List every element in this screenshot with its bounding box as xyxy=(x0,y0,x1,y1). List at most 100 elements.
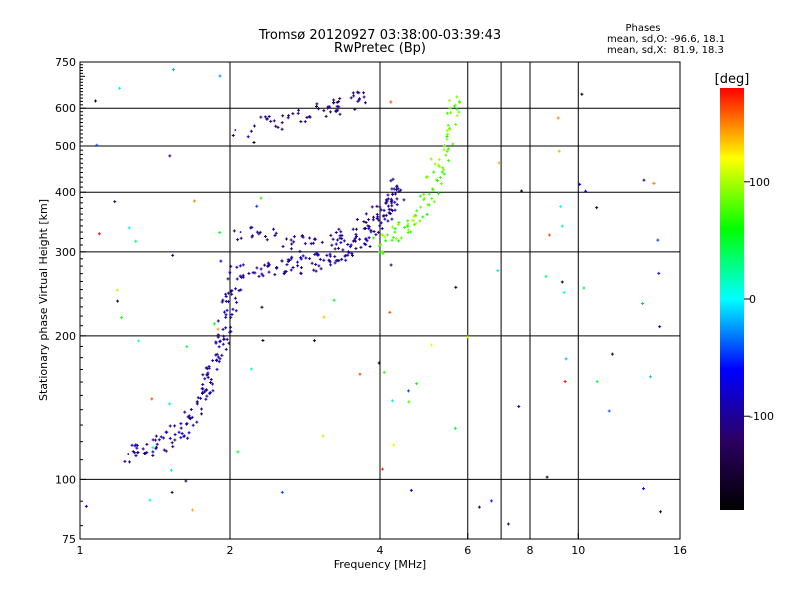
noise-point xyxy=(659,510,663,514)
noise-point xyxy=(216,327,220,331)
colorbar-label: [deg] xyxy=(715,72,750,87)
y-tick-label: 200 xyxy=(55,330,76,343)
series-4-point xyxy=(418,219,422,223)
noise-point xyxy=(607,409,611,413)
series-3-point xyxy=(338,97,342,101)
series-2-point xyxy=(364,212,368,216)
noise-point xyxy=(113,200,117,204)
series-1-point xyxy=(397,190,401,194)
series-1-point xyxy=(299,266,303,270)
series-1-point xyxy=(296,264,300,268)
x-tick-label: 2 xyxy=(227,544,234,557)
noise-point xyxy=(388,310,392,314)
series-3-point xyxy=(231,133,235,137)
series-4-point xyxy=(446,147,450,151)
series-3-point xyxy=(316,107,320,111)
series-2-point xyxy=(257,232,261,236)
series-2-point xyxy=(289,238,293,242)
series-4-point xyxy=(445,129,449,133)
noise-point xyxy=(312,339,316,343)
noise-point xyxy=(560,280,564,284)
series-3-point xyxy=(307,115,311,119)
series-0-point xyxy=(224,326,228,330)
series-0-point xyxy=(136,451,140,455)
series-1-point xyxy=(337,246,341,250)
series-1-point xyxy=(313,252,317,256)
series-2-point xyxy=(265,238,269,242)
series-4-point xyxy=(446,123,450,127)
series-1-point xyxy=(289,268,293,272)
series-4-point xyxy=(422,198,426,202)
noise-point xyxy=(120,316,124,320)
series-0-point xyxy=(216,333,220,337)
series-1-point xyxy=(315,253,319,257)
series-0-point xyxy=(195,420,199,424)
series-4-point xyxy=(437,157,441,161)
series-4-point xyxy=(415,209,419,213)
series-0-point xyxy=(201,387,205,391)
series-0-point xyxy=(215,367,219,371)
series-1-point xyxy=(257,274,261,278)
series-0-point xyxy=(187,431,191,435)
series-0-point xyxy=(208,392,212,396)
series-0-point xyxy=(154,434,158,438)
series-3-point xyxy=(337,105,341,109)
series-2-point xyxy=(384,200,388,204)
noise-point xyxy=(261,338,265,342)
series-3-point xyxy=(269,119,273,123)
series-1-point xyxy=(312,268,316,272)
series-2-point xyxy=(236,238,240,242)
series-4-point xyxy=(442,144,446,148)
series-2-anchor-point xyxy=(239,231,242,233)
series-3-point xyxy=(328,110,332,114)
series-0-point xyxy=(151,453,155,457)
series-2-point xyxy=(336,238,340,242)
series-3-point xyxy=(280,121,284,125)
series-2-point xyxy=(338,234,342,238)
series-0-point xyxy=(218,339,222,343)
noise-point xyxy=(466,335,470,339)
series-0-point xyxy=(130,443,134,447)
chart-subtitle: RwPretec (Bp) xyxy=(333,41,427,56)
series-4-point xyxy=(393,227,397,231)
series-3-point xyxy=(356,99,360,103)
series-0-point xyxy=(162,436,166,440)
series-1-point xyxy=(334,242,338,246)
noise-point xyxy=(218,74,222,78)
series-3-point xyxy=(267,115,271,119)
series-0-point xyxy=(204,366,208,370)
series-1-point xyxy=(263,263,267,267)
series-2-point xyxy=(290,242,294,246)
noise-point xyxy=(212,322,216,326)
series-1-point xyxy=(235,277,239,281)
series-4-point xyxy=(440,170,444,174)
series-0-point xyxy=(224,292,228,296)
colorbar: [deg] 100 0 -100 xyxy=(715,72,774,510)
noise-point xyxy=(377,361,381,365)
series-1-point xyxy=(376,230,380,234)
series-3-anchor-point xyxy=(234,129,237,131)
series-1-point xyxy=(226,277,230,281)
series-3-point xyxy=(287,114,291,118)
series-2-point xyxy=(339,230,343,234)
noise-point xyxy=(184,479,188,483)
series-4-point xyxy=(445,149,449,153)
series-1-point xyxy=(241,263,245,267)
series-1-point xyxy=(379,221,383,225)
series-2-point xyxy=(384,213,388,217)
x-axis-label: Frequency [MHz] xyxy=(334,558,426,571)
series-4-point xyxy=(414,214,418,218)
series-0-point xyxy=(226,291,230,295)
series-4-point xyxy=(433,162,437,166)
series-0-point xyxy=(157,438,161,442)
series-0-point xyxy=(179,426,183,430)
series-4-point xyxy=(408,230,412,234)
noise-point xyxy=(150,397,154,401)
series-0-point xyxy=(227,341,231,345)
series-4-point xyxy=(442,172,446,176)
series-1-point xyxy=(374,233,378,237)
series-1-point xyxy=(367,227,371,231)
series-2-point xyxy=(334,230,338,234)
series-2-point xyxy=(367,218,371,222)
